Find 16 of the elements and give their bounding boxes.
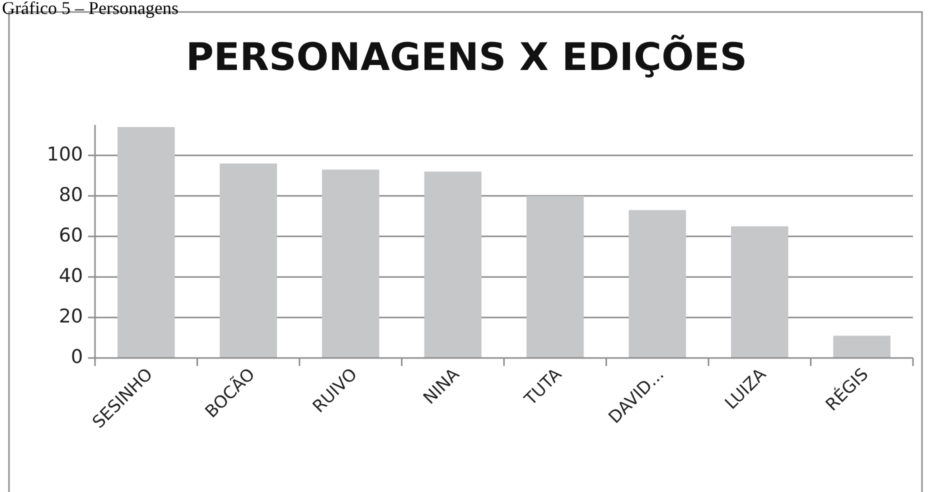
bar bbox=[220, 163, 278, 358]
y-tick-label: 40 bbox=[58, 265, 83, 288]
y-tick-label: 80 bbox=[58, 184, 83, 206]
bar bbox=[833, 336, 891, 358]
bar bbox=[117, 127, 175, 358]
chart-title: PERSONAGENS X EDIÇÕES bbox=[186, 34, 748, 79]
bar bbox=[526, 196, 584, 358]
y-tick-label: 100 bbox=[46, 144, 83, 166]
text: Gráfico 5 – Personagens bbox=[2, 0, 178, 18]
y-tick-label: 60 bbox=[58, 224, 83, 247]
y-tick-label: 20 bbox=[58, 306, 83, 328]
bar bbox=[628, 210, 686, 358]
y-tick-label: 0 bbox=[70, 346, 83, 368]
bar bbox=[730, 226, 788, 358]
bar bbox=[322, 170, 380, 358]
bar bbox=[424, 172, 482, 358]
